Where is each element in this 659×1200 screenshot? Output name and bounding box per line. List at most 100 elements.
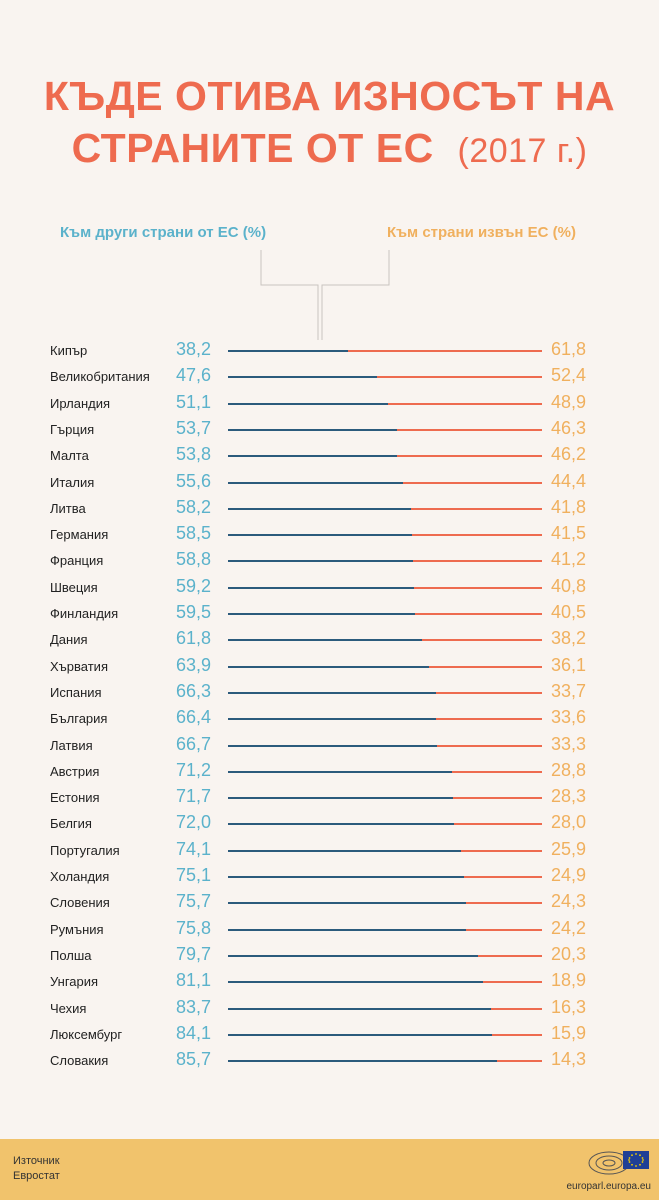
country-label: Унгария [50, 974, 99, 990]
bar-track [228, 823, 542, 826]
bar-non-eu [428, 665, 542, 668]
country-label: Франция [50, 553, 104, 569]
eu-value-label: 71,7 [176, 786, 212, 807]
bar-track [228, 849, 542, 852]
non-eu-value-label: 48,9 [551, 391, 587, 412]
bar-track [228, 1007, 542, 1010]
chart-row: Полша 79,7 20,3 [0, 944, 659, 970]
country-label: Гърция [50, 421, 95, 437]
bar-non-eu [411, 534, 542, 537]
non-eu-value-label: 41,2 [551, 549, 587, 570]
eu-value-label: 81,1 [176, 970, 212, 991]
bar-non-eu [422, 639, 542, 642]
bar-non-eu [490, 1007, 542, 1010]
bar-non-eu [463, 876, 542, 878]
chart-row: Испания 66,3 33,7 [0, 681, 659, 707]
chart-row: Австрия 71,2 28,8 [0, 760, 659, 786]
country-label: Словакия [50, 1053, 109, 1069]
non-eu-value-label: 16,3 [551, 996, 587, 1017]
country-label: Естония [50, 790, 100, 806]
bar-eu [228, 744, 438, 747]
non-eu-value-label: 14,3 [551, 1049, 587, 1070]
bar-eu [228, 876, 464, 878]
bar-eu [228, 954, 479, 957]
bar-eu [228, 1007, 491, 1010]
non-eu-value-label: 33,6 [551, 707, 587, 728]
bar-eu [228, 402, 389, 405]
bar-track [228, 691, 542, 694]
bar-eu [228, 849, 461, 852]
bar-track [228, 770, 542, 773]
bar-non-eu [347, 350, 542, 352]
country-label: Холандия [50, 869, 110, 884]
chart-row: Латвия 66,7 33,3 [0, 734, 659, 760]
eu-value-label: 59,5 [176, 602, 212, 622]
legend-connector [260, 250, 390, 340]
bar-non-eu [465, 902, 542, 905]
chart-row: Швеция 59,2 40,8 [0, 576, 659, 602]
bar-track [228, 560, 542, 563]
non-eu-value-label: 28,8 [551, 759, 587, 780]
bar-eu [228, 376, 378, 379]
bar-track [228, 507, 542, 510]
chart-row: Хърватия 63,9 36,1 [0, 655, 659, 681]
title-year: (2017 г.) [457, 132, 588, 170]
eu-value-label: 58,5 [176, 523, 212, 544]
non-eu-value-label: 52,4 [551, 365, 587, 386]
bar-track [228, 954, 542, 957]
bar-eu [228, 428, 397, 431]
bar-non-eu [410, 507, 542, 510]
bar-track [228, 481, 542, 484]
eu-value-label: 66,7 [176, 733, 212, 754]
chart-row: Чехия 83,7 16,3 [0, 997, 659, 1023]
title-line-2-text: СТРАНИТЕ ОТ ЕС [71, 125, 434, 171]
non-eu-value-label: 33,7 [551, 680, 587, 701]
bar-non-eu [478, 954, 542, 957]
bar-non-eu [454, 823, 542, 826]
bar-non-eu [396, 428, 542, 431]
non-eu-value-label: 25,9 [551, 838, 587, 859]
non-eu-value-label: 33,3 [551, 733, 587, 754]
country-label: Литва [50, 500, 86, 516]
chart-title: КЪДЕ ОТИВА ИЗНОСЪТ НА СТРАНИТЕ ОТ ЕС (20… [0, 70, 659, 177]
chart-row: Литва 58,2 41,8 [0, 497, 659, 523]
bar-eu [228, 481, 403, 484]
eu-value-label: 72,0 [176, 812, 212, 833]
bar-eu [228, 823, 455, 826]
bar-track [228, 428, 542, 431]
bar-eu [228, 350, 348, 352]
bar-track [228, 902, 542, 905]
country-label: Кипър [50, 343, 88, 358]
non-eu-value-label: 46,3 [551, 417, 587, 438]
non-eu-value-label: 38,2 [551, 628, 587, 649]
legend-eu: Към други страни от ЕС (%) [60, 224, 267, 241]
country-label: България [50, 711, 108, 727]
eu-value-label: 63,9 [176, 654, 212, 675]
title-line-1: КЪДЕ ОТИВА ИЗНОСЪТ НА [43, 73, 616, 119]
title-line-2: СТРАНИТЕ ОТ ЕС (2017 г.) [0, 122, 659, 177]
bar-track [228, 797, 542, 800]
country-label: Словения [50, 895, 110, 911]
bar-non-eu [396, 455, 542, 458]
chart-row: Румъния 75,8 24,2 [0, 918, 659, 944]
bar-non-eu [460, 849, 542, 852]
bar-track [228, 455, 542, 458]
chart-row: Германия 58,5 41,5 [0, 523, 659, 549]
country-label: Хърватия [50, 658, 108, 674]
chart-row: Люксембург 84,1 15,9 [0, 1023, 659, 1049]
chart-row: Белгия 72,0 28,0 [0, 812, 659, 838]
country-label: Люксембург [50, 1026, 123, 1042]
bar-non-eu [482, 981, 542, 984]
chart-row: Франция 58,8 41,2 [0, 549, 659, 575]
eu-value-label: 75,7 [176, 891, 212, 912]
non-eu-value-label: 18,9 [551, 970, 587, 991]
bar-non-eu [466, 928, 542, 931]
bar-track [228, 639, 542, 642]
country-label: Италия [50, 474, 95, 490]
bar-non-eu [436, 718, 542, 721]
bar-eu [228, 718, 437, 721]
eu-value-label: 75,1 [176, 865, 212, 885]
non-eu-value-label: 28,0 [551, 812, 587, 833]
non-eu-value-label: 24,3 [551, 891, 587, 912]
bar-track [228, 1033, 542, 1036]
